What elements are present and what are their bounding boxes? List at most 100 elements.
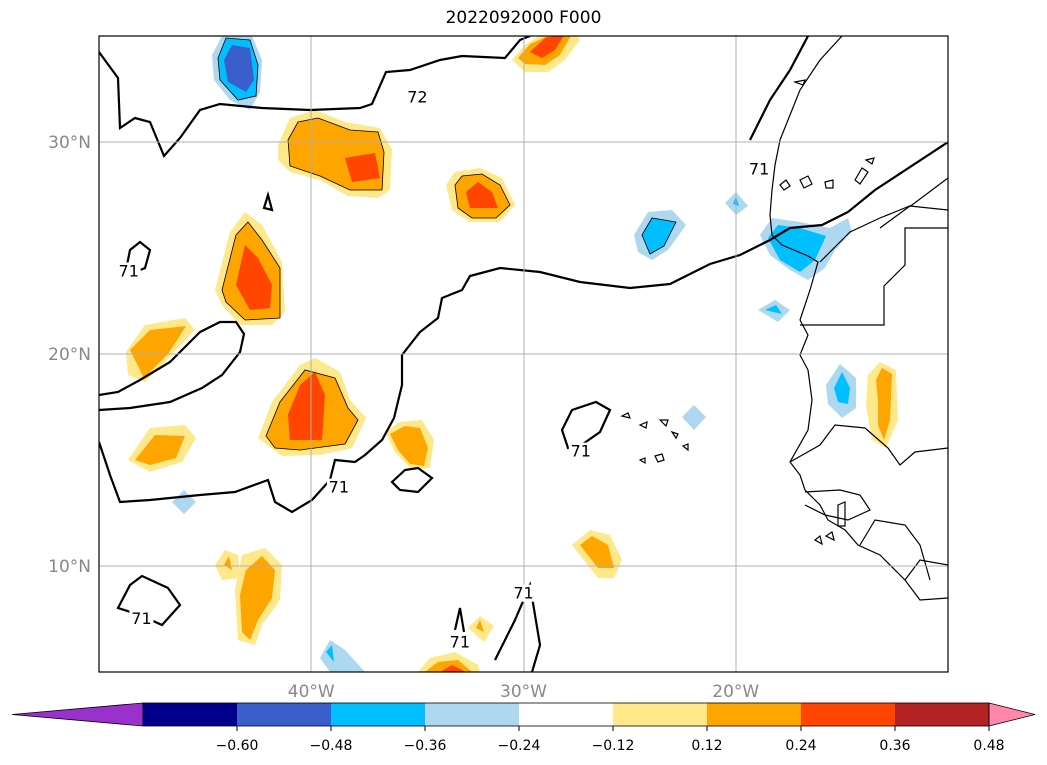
anomaly-blob: [345, 153, 380, 182]
island: [854, 167, 869, 185]
country-border: [859, 519, 931, 581]
island: [670, 430, 679, 440]
colorbar-segment: [237, 703, 332, 726]
anomaly-blob: [876, 368, 892, 440]
anomaly-outline: [641, 217, 677, 255]
coastline-layer: [620, 36, 948, 601]
colorbar: −0.60 −0.48 −0.36 −0.24 −0.12 0.12 0.24 0.36 0.4…: [11, 702, 1036, 754]
country-border: [804, 489, 871, 521]
contour-label: 71: [513, 584, 533, 603]
colorbar-over-arrow: [988, 702, 1036, 727]
height-contour-71-coast: [749, 36, 809, 141]
island: [864, 157, 875, 165]
colorbar-tick-label: −0.36: [404, 738, 447, 754]
anomaly-blob: [240, 556, 275, 640]
contour-label-bg: [326, 478, 351, 496]
island: [638, 457, 646, 465]
anomaly-blob: [530, 36, 564, 58]
anomaly-blob: [326, 645, 334, 662]
colorbar-segment: [613, 703, 708, 726]
lon-tick-label: 30°W: [500, 682, 547, 702]
island: [620, 412, 631, 419]
contour-label: 72: [407, 88, 427, 107]
anomaly-blob: [476, 620, 484, 632]
colorbar-segment: [143, 703, 238, 726]
anomaly-blob: [135, 435, 185, 465]
island: [813, 534, 823, 546]
height-contour-71-loop: [453, 607, 466, 633]
colorbar-segment: [895, 703, 990, 726]
island: [658, 419, 669, 428]
contour-label-bg: [447, 633, 472, 651]
anomaly-blob: [580, 536, 614, 568]
colorbar-tick-label: 0.24: [785, 738, 816, 754]
contour-label-bg: [568, 442, 593, 460]
colorbar-segment: [331, 703, 426, 726]
island: [792, 79, 806, 86]
anomaly-blob: [172, 490, 196, 514]
country-border: [904, 559, 948, 581]
colorbar-frame: [142, 702, 990, 727]
anomaly-blob: [390, 426, 428, 466]
gridlines: [99, 36, 948, 672]
contour-label: 71: [329, 478, 349, 497]
lat-tick-label: 10°N: [48, 557, 91, 577]
colorbar-tick-label: 0.12: [691, 738, 722, 754]
height-contour-71-loop: [262, 191, 274, 212]
colorbar-segment: [707, 703, 802, 726]
contour-label-bg: [116, 262, 141, 280]
map-title: 2022092000 F000: [445, 8, 602, 28]
contour-label: 71: [119, 261, 139, 280]
anomaly-blob: [425, 660, 472, 672]
anomaly-blob: [765, 305, 782, 314]
contour-label: 71: [749, 160, 769, 179]
lat-tick-label: 20°N: [48, 345, 91, 365]
anomaly-blob: [224, 45, 254, 92]
anomaly-blob: [768, 225, 826, 272]
contour-label-bg: [747, 160, 772, 178]
colorbar-tick-label: 0.36: [879, 738, 910, 754]
contour-label: 71: [571, 442, 591, 461]
anomaly-outline: [454, 173, 511, 219]
anomaly-blob: [288, 372, 325, 440]
country-border: [879, 205, 948, 229]
contour-label: 71: [131, 609, 151, 628]
anomaly-negative-layer: [172, 36, 856, 672]
axis-label-layer: 30°N 20°N 10°N 40°W 30°W 20°W: [48, 133, 759, 702]
anomaly-blob: [642, 218, 676, 254]
height-contour-71-loop: [99, 320, 246, 412]
colorbar-segment: [801, 703, 896, 726]
island: [837, 501, 846, 527]
lon-tick-label: 20°W: [712, 682, 759, 702]
africa-coastline: [769, 36, 948, 601]
contour-label-bg: [511, 584, 536, 602]
map-frame: [98, 35, 949, 673]
colorbar-tick-label: −0.12: [592, 738, 635, 754]
colorbar-tick-label: −0.60: [216, 738, 259, 754]
anomaly-blob: [682, 405, 706, 430]
country-border: [789, 424, 948, 466]
island: [654, 453, 665, 463]
contour-label-bg: [405, 88, 430, 106]
country-border: [800, 227, 948, 326]
anomaly-positive-layer: [126, 36, 898, 672]
lat-tick-label: 30°N: [48, 133, 91, 153]
colorbar-under-arrow: [11, 702, 144, 727]
anomaly-outline: [265, 369, 359, 451]
anomaly-blob: [236, 245, 272, 310]
colorbar-tick-label: −0.24: [498, 738, 541, 754]
island: [681, 443, 689, 452]
island: [638, 421, 648, 429]
island: [824, 531, 835, 542]
contour-label-layer: 72 71 71 71 71 71 71 71: [116, 88, 772, 651]
anomaly-blob: [440, 665, 466, 672]
contour-label: 71: [450, 632, 470, 651]
island: [824, 179, 834, 189]
lon-tick-label: 40°W: [288, 682, 335, 702]
island: [799, 175, 813, 189]
height-contour-72: [99, 36, 531, 159]
anomaly-outline: [221, 221, 281, 321]
height-contour-71-main: [99, 141, 948, 514]
anomaly-outline: [217, 37, 259, 101]
